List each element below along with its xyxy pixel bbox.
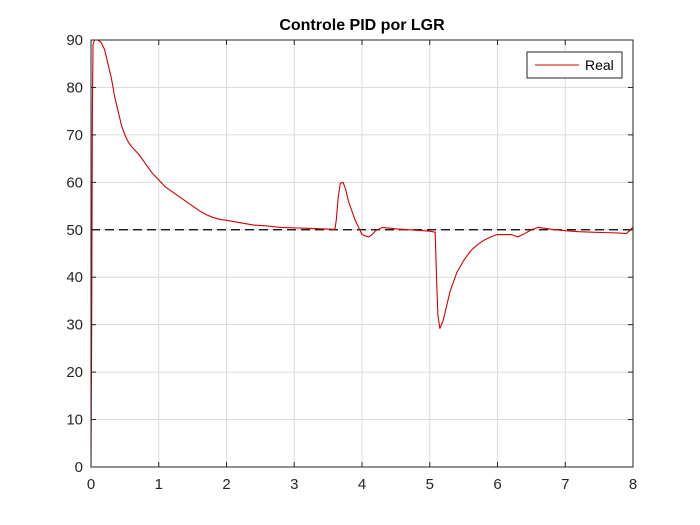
x-tick-label: 4 bbox=[358, 476, 366, 493]
y-tick-label: 0 bbox=[75, 459, 83, 476]
grid bbox=[91, 40, 633, 467]
y-tick-label: 40 bbox=[66, 269, 83, 286]
y-tick-label: 60 bbox=[66, 174, 83, 191]
series-line-real bbox=[90, 39, 634, 468]
chart-title: Controle PID por LGR bbox=[279, 17, 445, 34]
y-tick-label: 30 bbox=[66, 317, 83, 334]
y-tick-label: 90 bbox=[66, 32, 83, 49]
x-tick-label: 3 bbox=[290, 476, 298, 493]
y-tick-label: 80 bbox=[66, 79, 83, 96]
x-tick-label: 1 bbox=[155, 476, 163, 493]
y-tick-label: 10 bbox=[66, 412, 83, 429]
legend-label-real: Real bbox=[585, 57, 614, 73]
y-tick-label: 20 bbox=[66, 364, 83, 381]
y-tick-label: 70 bbox=[66, 127, 83, 144]
x-tick-label: 7 bbox=[561, 476, 569, 493]
y-tick-label: 50 bbox=[66, 222, 83, 239]
x-tick-label: 8 bbox=[629, 476, 637, 493]
x-tick-label: 0 bbox=[87, 476, 95, 493]
legend: Real bbox=[526, 51, 623, 79]
x-tick-label: 5 bbox=[426, 476, 434, 493]
x-tick-label: 2 bbox=[222, 476, 230, 493]
x-tick-label: 6 bbox=[493, 476, 501, 493]
